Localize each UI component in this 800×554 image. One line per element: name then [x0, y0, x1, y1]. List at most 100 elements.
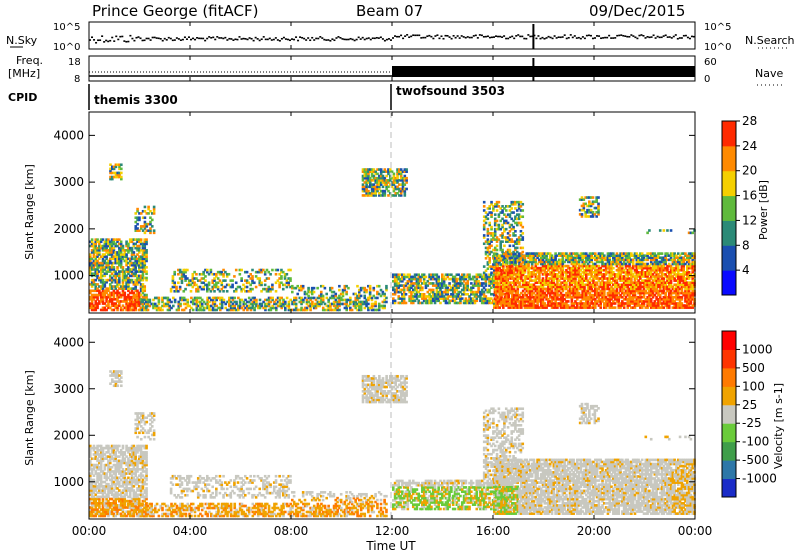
noise-sample	[531, 35, 534, 38]
range-gate-cell	[480, 275, 484, 279]
range-gate-cell	[121, 272, 125, 276]
range-gate-cell	[233, 308, 237, 312]
range-gate-cell	[479, 282, 482, 285]
range-gate-cell	[484, 282, 488, 285]
range-gate-cell	[134, 304, 137, 308]
range-gate-cell	[527, 304, 530, 307]
range-gate-cell	[216, 281, 220, 285]
range-gate-cell	[264, 298, 267, 302]
range-gate-cell	[550, 291, 554, 295]
range-gate-cell	[359, 294, 363, 298]
range-gate-cell	[253, 298, 256, 302]
range-gate-cell	[132, 300, 135, 304]
noise-sample	[323, 38, 326, 41]
range-gate-cell	[482, 282, 486, 285]
range-gate-cell	[365, 290, 368, 294]
range-gate-cell	[92, 268, 96, 271]
range-gate-cell	[213, 289, 216, 293]
range-gate-cell	[319, 294, 323, 298]
range-gate-cell	[464, 282, 468, 285]
range-gate-cell	[112, 285, 116, 288]
noise-sample	[113, 40, 116, 42]
range-gate-cell	[496, 268, 500, 272]
range-gate-cell	[125, 300, 128, 303]
noise-sample	[89, 39, 91, 41]
range-gate-cell	[505, 264, 509, 268]
range-gate-cell	[457, 284, 460, 287]
range-gate-cell	[309, 306, 312, 310]
range-gate-cell	[144, 302, 148, 306]
range-gate-cell	[98, 251, 101, 254]
range-gate-cell	[523, 300, 527, 303]
range-gate-cell	[112, 291, 116, 295]
range-gate-cell	[525, 266, 529, 270]
range-gate-cell	[130, 274, 134, 278]
range-gate-cell	[532, 258, 536, 262]
range-gate-cell	[96, 289, 99, 293]
range-gate-cell	[110, 251, 114, 254]
range-gate-cell	[98, 300, 101, 303]
range-gate-cell	[415, 273, 419, 277]
range-gate-cell	[473, 295, 477, 298]
range-gate-cell	[92, 251, 96, 254]
range-gate-cell	[318, 296, 321, 300]
range-gate-cell	[532, 302, 536, 305]
range-gate-cell	[213, 283, 216, 287]
range-gate-cell	[199, 302, 202, 306]
range-gate-cell	[368, 306, 372, 310]
range-gate-cell	[541, 304, 545, 307]
noise-sample	[196, 37, 199, 39]
range-gate-cell	[435, 282, 439, 285]
range-gate-cell	[138, 212, 141, 215]
range-gate-cell	[368, 170, 372, 174]
range-gate-cell	[300, 298, 303, 302]
range-gate-cell	[247, 275, 251, 278]
range-gate-cell	[455, 297, 459, 300]
range-gate-cell	[128, 240, 132, 244]
range-gate-cell	[556, 285, 559, 289]
range-gate-cell	[255, 302, 258, 306]
range-gate-cell	[376, 290, 379, 294]
range-gate-cell	[488, 290, 491, 294]
range-gate-cell	[105, 266, 108, 269]
range-gate-cell	[377, 302, 381, 306]
range-gate-cell	[139, 270, 143, 273]
range-gate-cell	[557, 262, 561, 266]
range-gate-cell	[291, 302, 294, 306]
range-gate-cell	[523, 283, 527, 287]
range-gate-cell	[548, 273, 552, 276]
range-gate-cell	[329, 296, 332, 300]
range-gate-cell	[401, 185, 405, 189]
noise-sample	[260, 38, 263, 41]
range-gate-cell	[509, 300, 512, 303]
range-gate-cell	[444, 290, 448, 294]
range-gate-cell	[370, 194, 374, 197]
range-gate-cell	[280, 268, 283, 272]
range-gate-cell	[253, 306, 256, 310]
range-gate-cell	[116, 259, 119, 263]
range-gate-cell	[439, 292, 442, 296]
range-gate-cell	[530, 271, 534, 274]
range-gate-cell	[224, 285, 227, 289]
range-gate-cell	[480, 297, 484, 300]
range-gate-cell	[152, 231, 156, 235]
range-gate-cell	[395, 277, 399, 281]
range-gate-cell	[413, 286, 417, 290]
range-gate-cell	[195, 289, 198, 293]
range-gate-cell	[520, 279, 523, 282]
range-gate-cell	[368, 179, 372, 182]
range-gate-cell	[256, 270, 260, 274]
noise-sample	[125, 40, 128, 43]
range-gate-cell	[284, 306, 287, 310]
range-gate-cell	[365, 194, 368, 197]
range-gate-cell	[530, 283, 534, 287]
range-gate-cell	[101, 253, 105, 256]
range-gate-cell	[613, 306, 617, 309]
noise-sample	[93, 39, 96, 41]
range-gate-cell	[419, 292, 422, 296]
range-gate-cell	[90, 298, 94, 301]
range-gate-cell	[417, 277, 421, 281]
range-gate-cell	[451, 275, 455, 279]
range-gate-cell	[523, 281, 527, 284]
range-gate-cell	[101, 257, 105, 261]
